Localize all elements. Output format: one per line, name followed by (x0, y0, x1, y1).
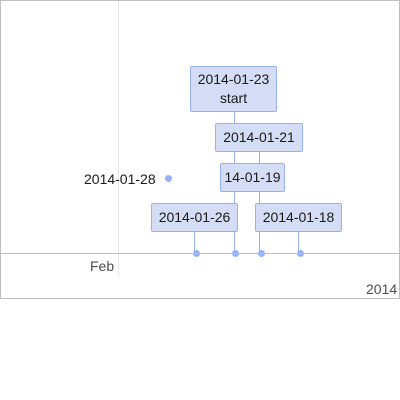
connector-line (194, 231, 195, 253)
time-axis-line (1, 253, 399, 254)
axis-major-label: 2014 (366, 281, 398, 297)
item-date: 2014-01-18 (262, 209, 335, 225)
item-date: 2014-01-26 (158, 209, 231, 225)
item-date: 14-01-19 (224, 169, 281, 185)
point-item-dot[interactable] (165, 175, 172, 182)
point-item-label: 2014-01-28 (84, 171, 156, 187)
connector-line (259, 151, 260, 253)
timeline-item-2014-01-26[interactable]: 2014-01-26 (151, 203, 238, 232)
item-note: start (219, 90, 248, 106)
timeline-panel[interactable]: 2014-01-23 start 2014-01-21 14-01-19 201… (0, 0, 400, 299)
timeline-item-2014-01-19[interactable]: 14-01-19 (220, 163, 285, 192)
connector-line (298, 231, 299, 253)
item-date: 2014-01-21 (223, 129, 295, 145)
grid-line-feb (118, 1, 119, 276)
timeline-item-start[interactable]: 2014-01-23 start (190, 66, 277, 112)
timeline-item-2014-01-21[interactable]: 2014-01-21 (215, 123, 303, 152)
timeline-item-2014-01-18[interactable]: 2014-01-18 (255, 203, 342, 232)
axis-minor-label: Feb (90, 258, 115, 274)
item-date: 2014-01-23 (197, 71, 270, 87)
